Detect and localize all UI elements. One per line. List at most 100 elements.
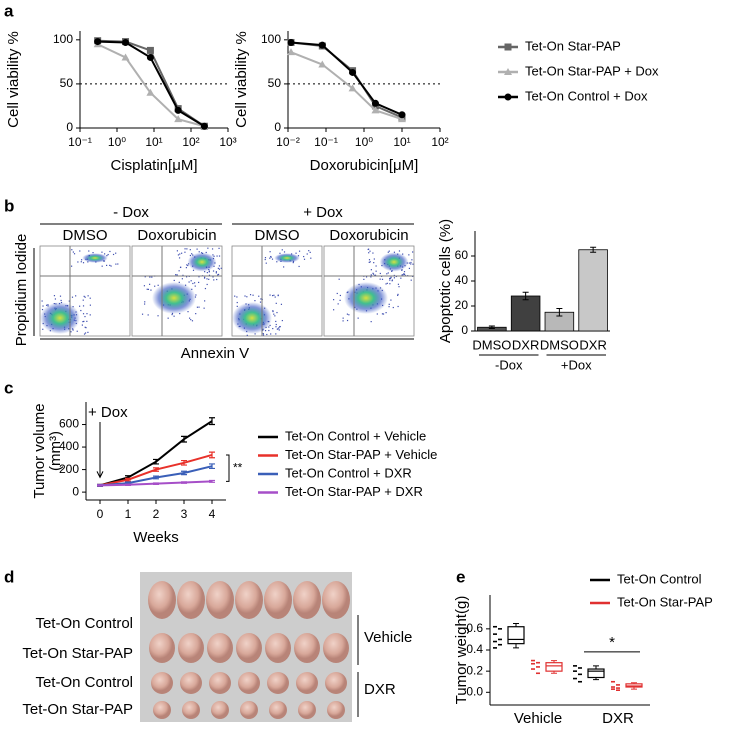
flow-dot [167,317,169,319]
flow-dot [212,276,214,278]
flow-dot [269,294,271,296]
flow-dot [213,255,215,257]
flow-dot [411,259,413,261]
flow-dot [157,284,159,286]
flow-dot [265,262,267,264]
flow-dot [303,255,305,258]
flow-dot [89,314,91,316]
flow-dot [387,251,389,253]
y-tick-label: 400 [59,439,79,453]
x-tick-label: 0 [97,507,104,521]
flow-dot [342,320,344,322]
x-tick-label: 10³ [219,135,236,149]
flow-dot [368,259,371,261]
flow-dot [89,304,91,306]
error-bar [209,417,215,426]
treatment-label: DMSO [255,227,300,244]
flow-dot [381,313,384,315]
x-tick-label: 10¹ [393,135,410,149]
flow-dot [204,287,207,290]
tumor [153,701,171,719]
panel-label: e [456,567,465,586]
data-point [531,662,535,665]
density [379,252,409,272]
flow-dot [408,262,410,264]
flow-dot [82,262,85,264]
flow-dot [213,279,215,281]
flow-dot [75,295,77,297]
y-tick-label: 60 [455,248,469,262]
flow-dot [283,251,286,253]
flow-dot [393,274,395,277]
flow-dot [402,274,404,276]
flow-dot [389,283,391,285]
flow-dot [185,267,188,269]
y-axis-title: (mm³) [47,431,64,471]
flow-dot [275,323,277,326]
row-label: Tet-On Control [35,615,133,632]
flow-dot [216,255,218,257]
flow-dot [398,286,400,288]
legend-marker [504,68,512,75]
flow-dot [151,276,153,278]
tumor [178,633,204,663]
flow-dot [149,276,151,278]
flow-dot [264,258,266,261]
x-tick-label: DXR [579,337,606,352]
error-bar [181,459,187,466]
flow-dot [273,294,275,296]
error-bar [488,325,495,329]
data-point [573,677,577,680]
flow-dot [306,253,308,255]
flow-dot [196,248,198,250]
flow-dot [212,270,215,272]
flow-dot [408,254,410,256]
flow-dot [346,319,349,322]
flow-dot [84,296,86,298]
flow-dot [266,333,268,336]
flow-dot [397,305,399,308]
flow-dot [192,269,195,271]
marker [121,53,130,61]
flow-dot [196,306,199,308]
marker [146,46,154,54]
flow-dot [190,280,192,282]
flow-dot [149,283,151,285]
flow-dot [79,250,81,252]
tumor [298,701,316,719]
density [40,302,80,334]
y-tick-label: 0 [66,120,73,134]
flow-dot [81,259,83,261]
flow-dot [189,249,191,251]
flow-dot [309,251,311,253]
x-tick-label: DMSO [472,337,511,352]
flow-dot [77,261,79,263]
flow-dot [107,253,109,256]
marker [398,111,406,119]
flow-dot [249,294,252,296]
panel-label: d [4,567,14,586]
flow-dot [412,251,414,253]
flow-dot [393,277,395,279]
flow-dot [373,258,375,260]
legend-label: Tet-On Star-PAP [525,38,621,53]
group-label: Vehicle [364,629,412,646]
legend-label: Tet-On Control + DXR [285,465,412,480]
flow-dot [192,282,194,285]
error-bar [522,291,529,301]
tumor [327,701,345,719]
tumor [207,633,233,663]
flow-dot [403,273,406,276]
x-tick-label: Vehicle [514,710,562,727]
x-axis-title: Annexin V [181,345,249,362]
flow-dot [268,326,270,328]
flow-dot [85,327,87,329]
flow-dot [84,315,86,318]
flow-dot [218,247,220,249]
legend-marker [504,43,512,51]
flow-dot [190,319,192,321]
x-tick-label: 1 [125,507,132,521]
marker [398,115,406,123]
tumor [265,633,291,663]
flow-dot [367,248,369,251]
